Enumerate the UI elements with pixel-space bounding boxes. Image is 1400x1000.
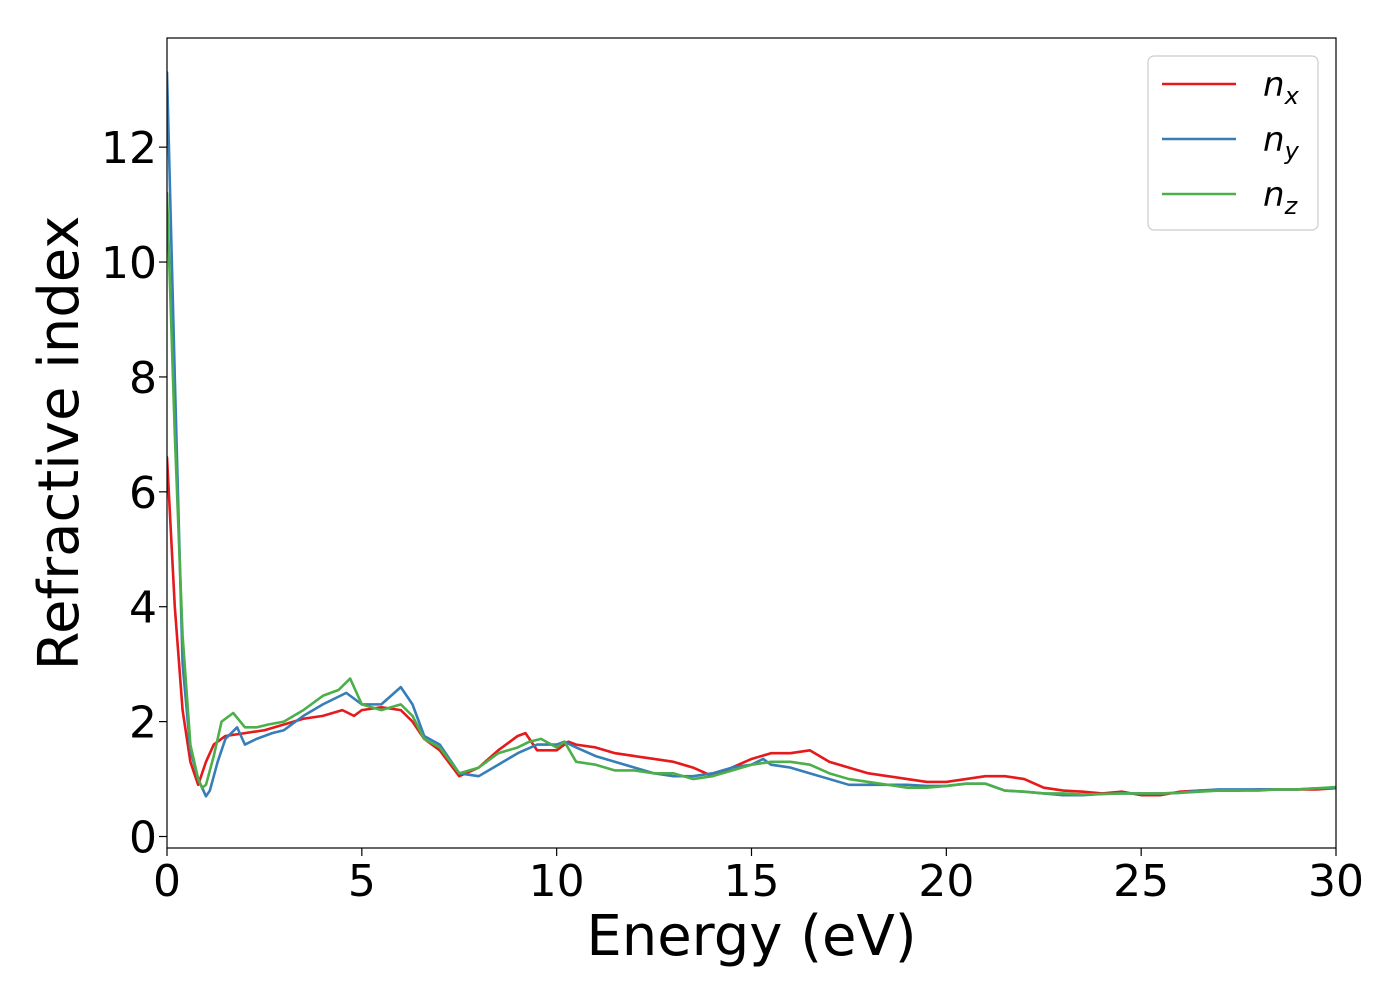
x-tick-label: 25 (1113, 856, 1169, 907)
x-axis-label: Energy (eV) (586, 904, 916, 969)
x-tick-label: 30 (1308, 856, 1364, 907)
legend-label-subscript: y (1284, 137, 1300, 165)
x-tick-label: 15 (724, 856, 780, 907)
x-tick-label: 10 (529, 856, 585, 907)
legend-label-base: n (1263, 120, 1285, 160)
legend-label-y: ny (1263, 120, 1300, 165)
legend-label-base: n (1263, 65, 1285, 105)
y-axis-label: Refractive index (27, 216, 92, 671)
legend-label-subscript: z (1284, 192, 1299, 220)
series-line-z (167, 191, 1336, 796)
legend-label-z: nz (1263, 175, 1299, 220)
legend-label-subscript: x (1284, 82, 1300, 110)
x-tick-label: 0 (153, 856, 181, 907)
legend-label-base: n (1263, 175, 1285, 215)
legend-label-x: nx (1263, 65, 1300, 110)
y-tick-label: 8 (129, 353, 157, 404)
x-tick-label: 5 (348, 856, 376, 907)
y-tick-label: 12 (101, 123, 157, 174)
legend-box (1147, 55, 1319, 231)
x-tick-label: 20 (918, 856, 974, 907)
y-tick-label: 0 (129, 813, 157, 864)
y-axis: 0 2 4 6 8 10 12 (101, 123, 167, 864)
y-tick-label: 2 (129, 698, 157, 749)
y-tick-label: 10 (101, 238, 157, 289)
x-axis: 0 5 10 15 20 25 30 (153, 848, 1364, 907)
y-tick-label: 6 (129, 468, 157, 519)
y-tick-label: 4 (129, 583, 157, 634)
series-line-x (167, 456, 1336, 797)
series-layer (167, 71, 1336, 798)
